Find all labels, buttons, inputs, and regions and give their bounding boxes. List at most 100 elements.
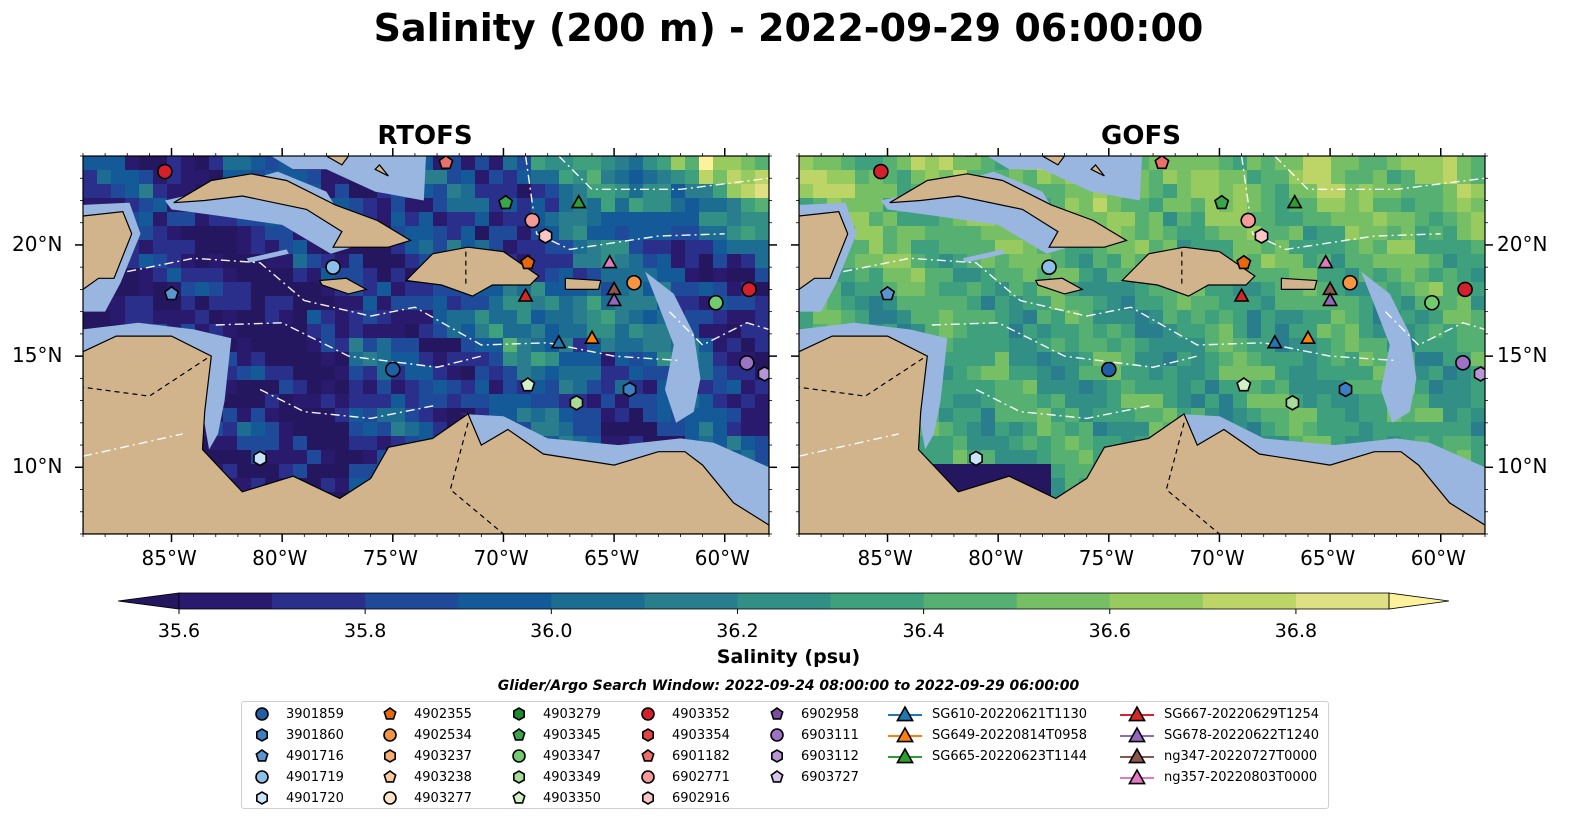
colorbar-segment [272,593,366,609]
legend-label: 4903347 [543,749,601,764]
legend-label: 4903277 [414,791,472,806]
colorbar-segment [1295,593,1390,609]
legend-marker-4903352 [641,707,655,721]
pentagon-marker-icon [641,749,655,762]
pentagon-marker-icon [512,728,526,741]
panel-title-gofs: GOFS [1101,121,1181,151]
legend-marker-4902534 [383,728,397,742]
obs-SG649-20220814T0958-16 [583,329,600,344]
obs-6901182-1 [1154,156,1170,170]
legend-label: SG665-20220623T1144 [932,749,1088,764]
hexagon-marker-icon [770,749,783,763]
figure-title: Salinity (200 m) - 2022-09-29 06:00:00 [373,6,1204,50]
circle-marker-icon [641,770,655,784]
legend-label: 4901716 [286,749,344,764]
map-gofs [791,148,1493,542]
colorbar-tick-label: 36.0 [530,620,573,642]
lon-tick-label: 85°W [141,546,197,570]
colorbar-segment [737,593,832,609]
hexagon-marker-icon [641,728,654,742]
obs-6903112-20 [757,365,769,382]
obs-4903352-13 [1457,281,1473,298]
obs-6902771-4 [1240,212,1257,229]
legend-label: 6903112 [801,749,859,764]
colorbar-segment [830,593,925,609]
legend-marker-6902771 [641,770,655,784]
legend-label: SG667-20220629T1254 [1164,707,1320,722]
legend-marker-4903345 [512,728,526,741]
legend-label: 4903350 [543,791,601,806]
legend-label: 4902355 [414,707,472,722]
obs-6902771-4 [524,212,541,229]
colorbar-segment [179,593,273,609]
obs-6902916-5 [538,228,553,244]
legend-label: 4901719 [286,770,344,785]
circle-marker-icon [383,791,397,805]
obs-4901716-15 [879,285,896,301]
obs-6902916-5 [1254,228,1269,244]
circle-marker-icon [383,728,397,742]
circle-marker-icon [770,728,784,742]
circle-marker-icon [255,770,269,784]
lon-tick-label: 75°W [362,546,419,570]
legend-label: 6902916 [672,791,730,806]
legend-label: 4903279 [543,707,601,722]
lon-tick-label: 65°W [1300,546,1356,570]
legend-label: 4903354 [672,728,730,743]
obs-SG649-20220814T0958-16 [1299,329,1316,344]
legend-label: 4902534 [414,728,472,743]
colorbar [117,592,1450,614]
obs-6903112-20 [1473,365,1485,382]
lat-tick-label-left: 20°N [12,231,63,256]
obs-4903347-14 [708,294,724,311]
legend-marker-4902355 [383,707,397,720]
legend-label: 4903345 [543,728,601,743]
legend-label: 6903727 [801,770,859,785]
colorbar-tick-label: 36.2 [716,620,759,642]
legend-label: 6903111 [801,728,859,743]
colorbar-tick-label: 36.8 [1274,620,1318,642]
colorbar-tick-label: 36.6 [1088,620,1131,642]
legend-label: 3901859 [286,707,344,722]
hexagon-marker-icon [255,791,268,805]
triangle-marker-icon [888,747,922,764]
obs-6903111-18 [739,354,755,371]
legend-marker-6902958 [770,707,784,720]
obs-ng357-20220803T0000-8 [1317,254,1334,269]
legend-label: 4903237 [414,749,472,764]
lon-tick-label: 75°W [1078,546,1135,570]
obs-SG665-20220623T1144-3 [570,194,587,209]
obs-4902534-9 [626,274,642,291]
obs-4903352-0 [873,163,889,180]
lon-tick-label: 70°W [473,546,529,570]
obs-4903350-21 [1236,377,1252,392]
obs-4901720-24 [253,450,267,467]
legend-marker-4903349 [512,770,525,784]
triangle-marker-icon [1120,768,1154,785]
legend-label: 6902771 [672,770,730,785]
colorbar-extend-low [117,592,180,610]
colorbar-extend-high [1388,592,1450,610]
triangle-marker-icon [888,726,922,743]
legend-marker-4901716 [255,749,269,762]
circle-marker-icon [512,749,526,763]
obs-4903352-0 [157,163,173,180]
colorbar-segment [1109,593,1204,609]
obs-6901182-1 [438,156,454,170]
hexagon-marker-icon [383,749,396,763]
lat-tick-label-right: 10°N [1497,454,1548,479]
legend-marker-ng347-20220727T0000 [1128,747,1146,764]
legend-marker-SG610-20220621T1130 [896,705,914,722]
search-window-text: Glider/Argo Search Window: 2022-09-24 08… [497,678,1080,694]
legend-marker-ng357-20220803T0000 [1128,768,1146,785]
legend-label: 3901860 [286,728,344,743]
lon-tick-label: 80°W [968,546,1024,570]
legend-marker-4901719 [255,770,269,784]
legend-marker-3901860 [255,728,268,742]
colorbar-segment [644,593,738,609]
obs-3901859-19 [1101,361,1117,378]
pentagon-marker-icon [770,707,784,720]
obs-4902355-7 [1236,254,1252,270]
obs-4903349-23 [1285,394,1300,411]
colorbar-segment [551,593,645,609]
